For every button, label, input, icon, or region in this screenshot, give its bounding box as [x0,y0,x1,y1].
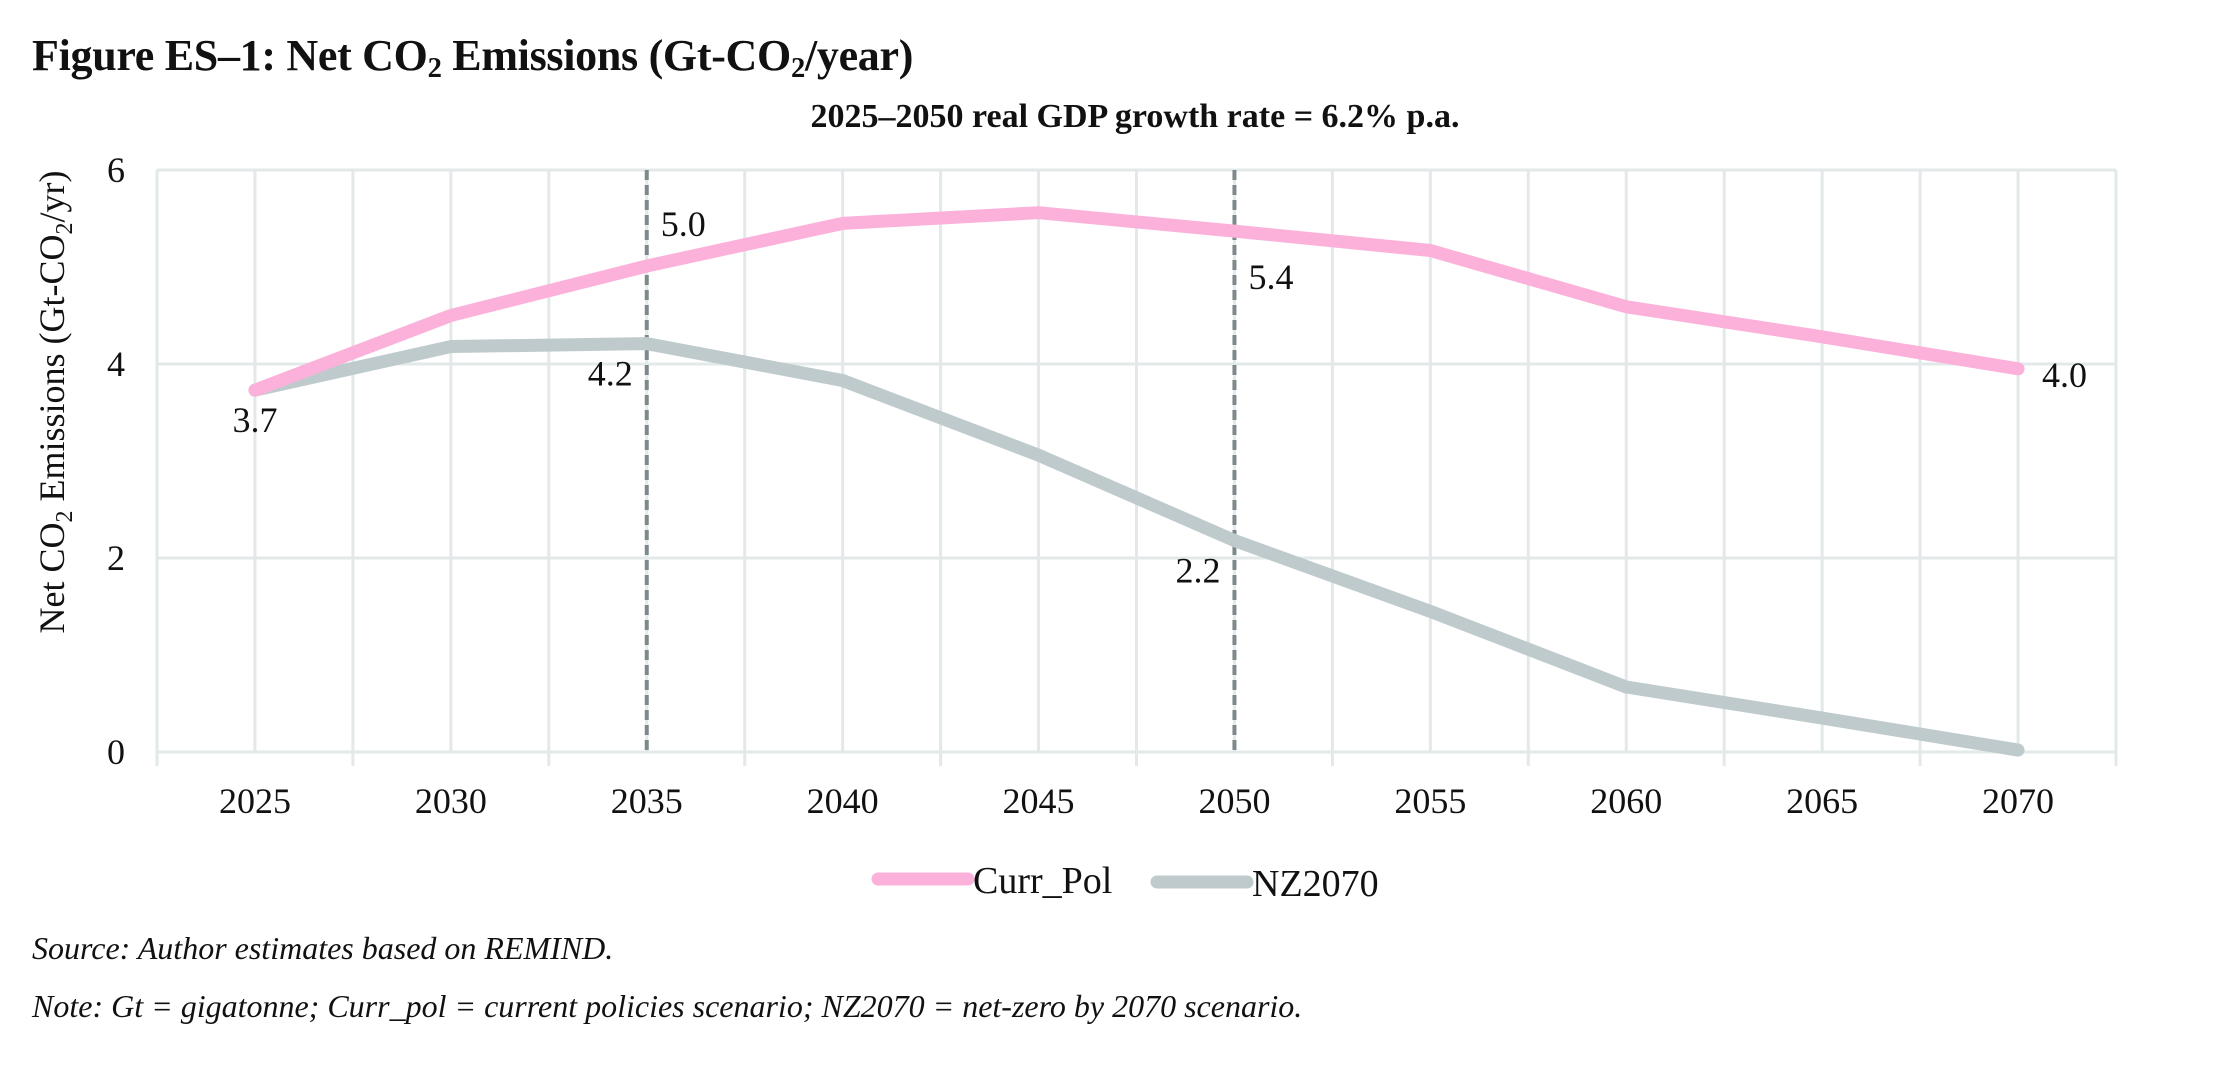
footnote: Note: Gt = gigatonne; Curr_pol = current… [32,988,1303,1024]
y-tick-label: 2 [107,538,125,578]
legend-item-nz2070: NZ2070 [1150,863,1379,905]
title-subscript: 2 [427,53,442,85]
series-line-nz2070 [248,337,2025,757]
title-subscript: 2 [790,53,805,85]
legend-label: NZ2070 [1252,863,1379,905]
data-label: 5.0 [661,204,706,244]
y-axis-label-text: Net CO [32,523,72,634]
gridlines [155,168,2118,754]
title-text: Emissions (Gt-CO [441,31,791,80]
axes [155,752,2118,766]
source-note: Source: Author estimates based on REMIND… [32,930,614,966]
title-text: Figure ES–1: Net CO [32,31,428,80]
x-tick-label: 2065 [1786,781,1858,821]
figure-title: Figure ES–1: Net CO2 Emissions (Gt-CO2/y… [32,30,914,85]
x-tick-label: 2055 [1394,781,1466,821]
x-tick-label: 2030 [415,781,487,821]
tick-labels: 2025 2030 2035 2040 2045 2050 2055 2060 2065 2070… [107,150,2054,821]
y-axis-label-text: /yr) [32,171,72,223]
y-tick-label: 6 [107,150,125,190]
data-label: 2.2 [1175,551,1220,591]
y-axis-label-text: Emissions (Gt-CO [32,234,72,510]
data-labels: 3.7 4.2 5.0 5.4 2.2 4.0 [232,204,2087,591]
x-tick-label: 2050 [1198,781,1270,821]
x-tick-label: 2040 [807,781,879,821]
title-text: /year) [804,31,914,80]
series-line-curr_pol [248,206,2025,397]
legend-item-curr_pol: Curr_Pol [871,860,1112,902]
legend-label: Curr_Pol [973,860,1112,902]
data-label: 4.0 [2042,355,2087,395]
x-tick-label: 2025 [219,781,291,821]
x-tick-label: 2035 [611,781,683,821]
y-tick-label: 4 [107,344,125,384]
series-lines [248,206,2025,757]
data-label: 5.4 [1248,257,1293,297]
data-label: 4.2 [588,354,633,394]
x-tick-label: 2060 [1590,781,1662,821]
data-label: 3.7 [232,400,277,440]
x-tick-label: 2070 [1982,781,2054,821]
legend: Curr_Pol NZ2070 [871,860,1379,905]
x-tick-label: 2045 [1003,781,1075,821]
y-axis-label-subscript: 2 [52,511,78,523]
y-axis-label-subscript: 2 [52,222,78,234]
y-axis-label: Net CO2 Emissions (Gt-CO2/yr) [32,171,78,634]
y-tick-label: 0 [107,732,125,772]
chart-subtitle: 2025–2050 real GDP growth rate = 6.2% p.… [810,98,1460,135]
